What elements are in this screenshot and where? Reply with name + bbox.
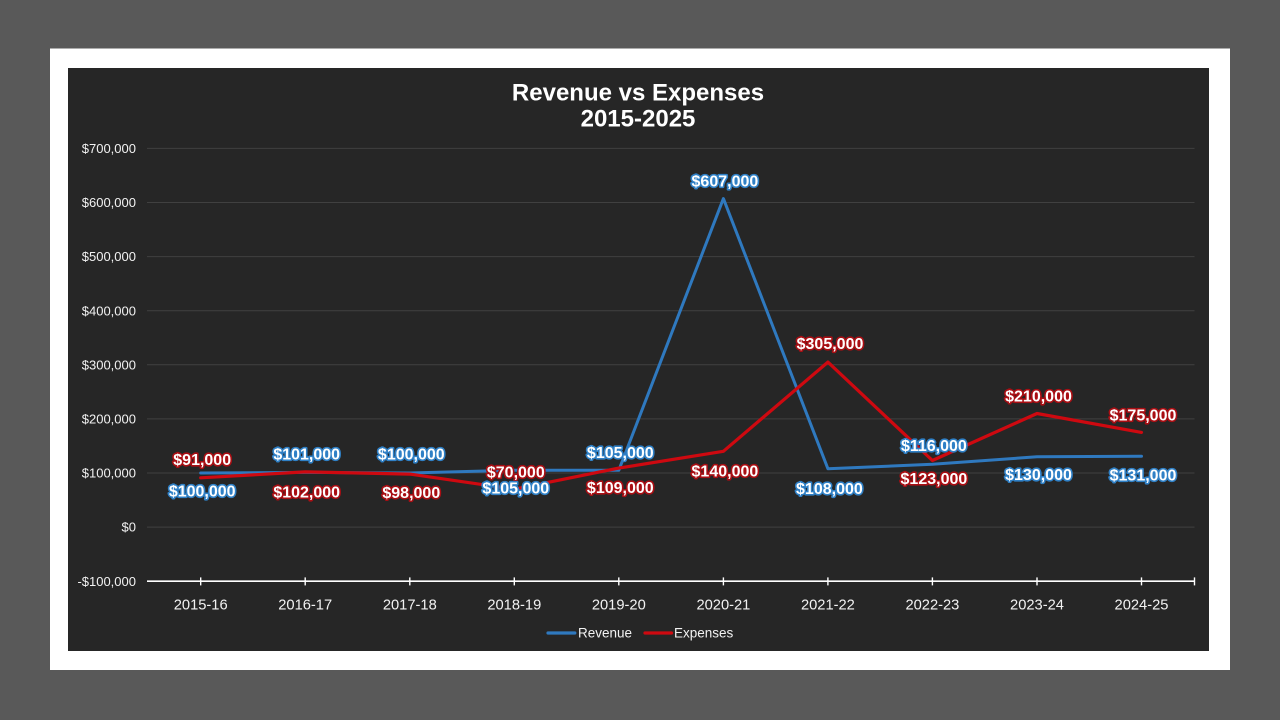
svg-text:$210,000: $210,000 <box>1005 388 1072 405</box>
svg-text:2022-23: 2022-23 <box>905 598 959 614</box>
svg-text:$175,000: $175,000 <box>1110 407 1177 424</box>
svg-text:Expenses: Expenses <box>674 625 734 640</box>
svg-text:$109,000: $109,000 <box>587 480 654 497</box>
svg-text:Revenue vs Expenses: Revenue vs Expenses <box>512 80 764 107</box>
svg-text:2023-24: 2023-24 <box>1010 598 1064 614</box>
svg-text:2015-2025: 2015-2025 <box>581 106 696 133</box>
svg-text:$123,000: $123,000 <box>901 471 968 488</box>
svg-text:$400,000: $400,000 <box>82 303 136 318</box>
svg-text:$0: $0 <box>122 520 136 535</box>
svg-text:$500,000: $500,000 <box>82 249 136 264</box>
svg-text:$140,000: $140,000 <box>692 464 759 481</box>
svg-text:2015-16: 2015-16 <box>174 598 228 614</box>
svg-text:$98,000: $98,000 <box>382 485 440 502</box>
svg-text:$70,000: $70,000 <box>487 465 545 482</box>
svg-text:-$100,000: -$100,000 <box>77 574 136 589</box>
svg-text:$600,000: $600,000 <box>82 195 136 210</box>
svg-text:$130,000: $130,000 <box>1005 467 1072 484</box>
svg-text:2018-19: 2018-19 <box>487 598 541 614</box>
svg-text:2020-21: 2020-21 <box>696 598 750 614</box>
svg-text:Revenue: Revenue <box>578 625 632 640</box>
svg-text:$105,000: $105,000 <box>587 445 654 462</box>
svg-text:2024-25: 2024-25 <box>1115 598 1169 614</box>
svg-text:$300,000: $300,000 <box>82 357 136 372</box>
svg-text:$101,000: $101,000 <box>273 447 340 464</box>
svg-text:$105,000: $105,000 <box>482 481 549 498</box>
svg-text:$700,000: $700,000 <box>82 141 136 156</box>
svg-text:2021-22: 2021-22 <box>801 598 855 614</box>
svg-text:$200,000: $200,000 <box>82 412 136 427</box>
svg-text:$305,000: $305,000 <box>797 336 864 353</box>
svg-text:2017-18: 2017-18 <box>383 598 437 614</box>
svg-text:$607,000: $607,000 <box>692 174 759 191</box>
svg-text:$108,000: $108,000 <box>796 481 863 498</box>
svg-text:$116,000: $116,000 <box>901 438 967 455</box>
svg-text:$100,000: $100,000 <box>82 466 136 481</box>
svg-text:$131,000: $131,000 <box>1110 468 1177 485</box>
svg-text:$91,000: $91,000 <box>173 452 231 469</box>
svg-text:$100,000: $100,000 <box>169 484 236 501</box>
svg-text:2016-17: 2016-17 <box>278 598 332 614</box>
svg-text:$102,000: $102,000 <box>273 484 340 501</box>
svg-text:$100,000: $100,000 <box>378 447 445 464</box>
svg-text:2019-20: 2019-20 <box>592 598 646 614</box>
